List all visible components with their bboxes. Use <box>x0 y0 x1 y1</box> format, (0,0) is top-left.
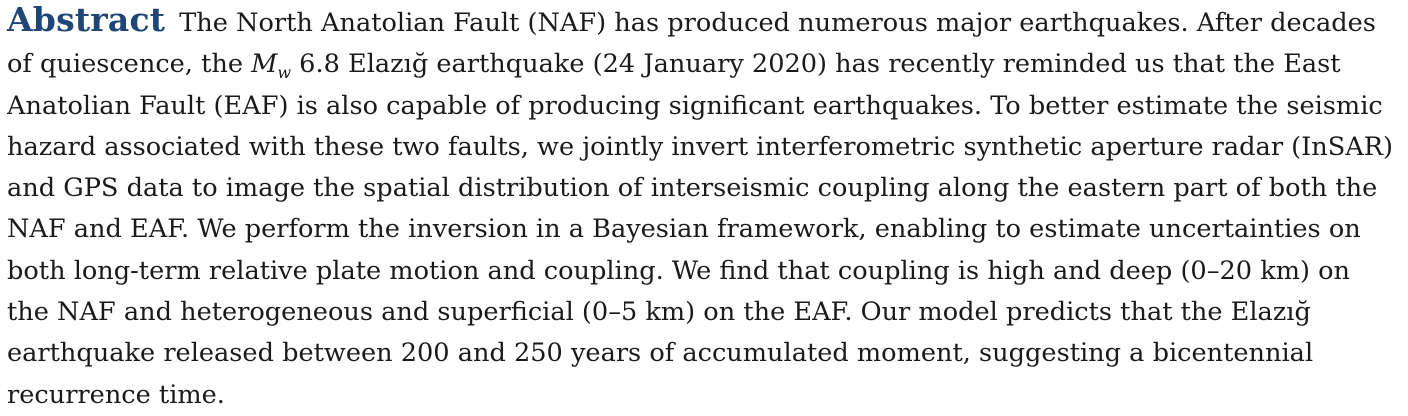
abstract-line-4: hazard associated with these two faults,… <box>7 131 1394 162</box>
moment-magnitude-symbol: Mw <box>251 49 292 83</box>
magnitude-letter: M <box>251 49 278 80</box>
abstract-heading: Abstract <box>7 0 166 39</box>
abstract-line-9: earthquake released between 200 and 250 … <box>7 338 1314 369</box>
abstract-line-10: recurrence time. <box>7 379 225 410</box>
abstract-line-1: Abstract The North Anatolian Fault (NAF) … <box>7 0 1407 44</box>
abstract-text: The North Anatolian Fault (NAF) has prod… <box>179 8 1376 38</box>
abstract-line-5: and GPS data to image the spatial distri… <box>7 173 1378 204</box>
abstract-line-7: both long-term relative plate motion and… <box>7 255 1351 286</box>
abstract-line-8: the NAF and heterogeneous and superficia… <box>7 297 1311 328</box>
abstract-line-2: of quiescence, the Mw 6.8 Elazığ earthqu… <box>7 44 1407 85</box>
abstract-text: 6.8 Elazığ earthquake (24 January 2020) … <box>291 49 1341 80</box>
abstract-line-3: Anatolian Fault (EAF) is also capable of… <box>7 90 1383 121</box>
abstract-text: of quiescence, the <box>7 49 252 80</box>
abstract-line-6: NAF and EAF. We perform the inversion in… <box>7 214 1361 245</box>
magnitude-subscript: w <box>277 63 292 83</box>
abstract-section: Abstract The North Anatolian Fault (NAF) … <box>7 0 1407 416</box>
